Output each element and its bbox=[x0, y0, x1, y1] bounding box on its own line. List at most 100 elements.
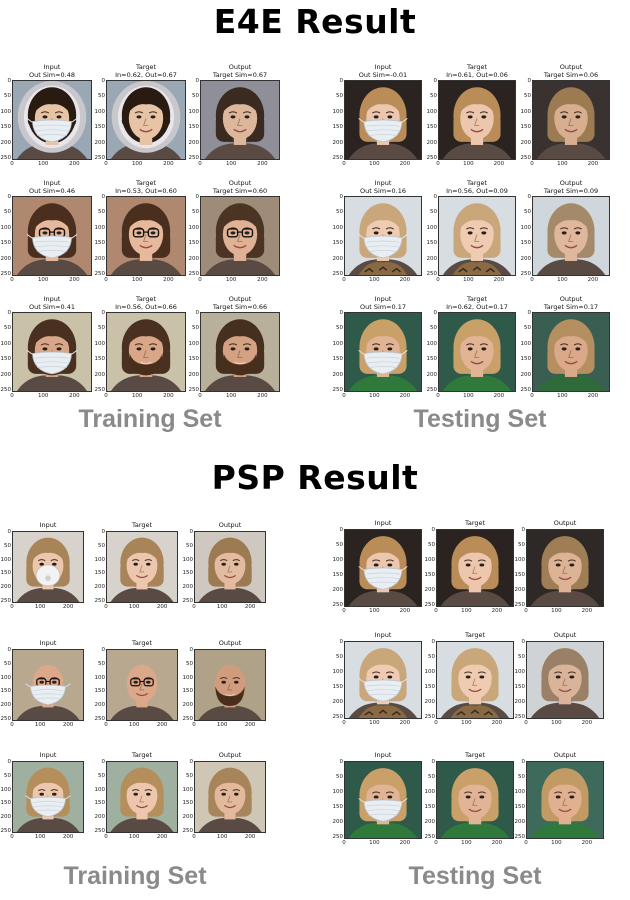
x-tick-label: 200 bbox=[69, 277, 80, 283]
panel-caption: Output bbox=[526, 751, 604, 760]
boy-masked-face bbox=[12, 761, 84, 833]
x-tick-label: 200 bbox=[581, 840, 593, 846]
y-tick-label: 150 bbox=[188, 356, 200, 363]
panel-bald-man-masked-face: Input 0 50 100 150 200 250 0 100 200 bbox=[1, 639, 84, 731]
x-tick-label: 200 bbox=[491, 608, 503, 614]
x-tick-label: 100 bbox=[369, 161, 380, 167]
x-tick-label: 100 bbox=[225, 393, 237, 399]
panel-caption: Input Out Sim=0.46 bbox=[12, 179, 92, 195]
y-tick-label: 0 bbox=[7, 647, 12, 653]
x-tick-label: 100 bbox=[131, 161, 143, 167]
bearded-man-masked-face bbox=[12, 312, 92, 392]
y-tick-label: 100 bbox=[426, 108, 438, 115]
y-tick-label: 150 bbox=[0, 356, 12, 363]
panel-caption-similarity: Target Sim=0.66 bbox=[212, 302, 268, 311]
child-masked-face bbox=[12, 80, 92, 160]
older-woman-output-face bbox=[532, 196, 610, 276]
y-tick-label: 100 bbox=[188, 340, 200, 347]
panel-caption: Input Out Sim=0.17 bbox=[344, 295, 422, 311]
y-tick-label: 100 bbox=[514, 669, 526, 675]
x-tick-label: 200 bbox=[163, 277, 174, 283]
y-tick-label: 50 bbox=[428, 654, 435, 660]
panel-caption: Output Target Sim=0.67 bbox=[200, 63, 280, 79]
x-tick-label: 100 bbox=[34, 604, 46, 610]
x-tick-label: 100 bbox=[463, 393, 474, 399]
y-tick-label: 250 bbox=[94, 716, 106, 722]
child-target-face bbox=[106, 80, 186, 160]
y-tick-label: 250 bbox=[426, 387, 438, 393]
panel-caption-role: Input bbox=[374, 631, 392, 639]
y-tick-label: 0 bbox=[189, 529, 194, 535]
y-tick-label: 200 bbox=[426, 139, 438, 146]
x-tick-label: 100 bbox=[369, 720, 380, 726]
panel-caption-similarity: Out Sim=0.46 bbox=[28, 186, 76, 195]
woman-glasses-masked-face bbox=[12, 196, 92, 276]
y-tick-label: 0 bbox=[527, 194, 532, 200]
y-tick-label: 200 bbox=[520, 371, 532, 378]
y-tick-label: 100 bbox=[188, 108, 200, 115]
panel-caption-similarity: Out Sim=-0.01 bbox=[358, 70, 408, 79]
y-tick-label: 100 bbox=[94, 556, 106, 563]
x-tick-label: 200 bbox=[491, 840, 503, 846]
panel-woman-glasses-target-face: Target In=0.53, Out=0.60 0 50 100 150 200 250 0 1… bbox=[95, 179, 186, 286]
panel-caption: Output Target Sim=0.09 bbox=[532, 179, 610, 195]
panel-caption-similarity: In=0.62, Out=0.67 bbox=[115, 70, 177, 79]
panel-caption-role: Output bbox=[553, 519, 577, 527]
y-tick-label: 250 bbox=[332, 387, 344, 393]
y-tick-label: 200 bbox=[182, 702, 194, 709]
y-tick-label: 150 bbox=[182, 570, 194, 577]
y-tick-label: 0 bbox=[339, 639, 344, 645]
bearded-man-output-face bbox=[200, 312, 280, 392]
y-tick-label: 150 bbox=[94, 800, 106, 807]
y-tick-label: 0 bbox=[101, 310, 106, 316]
y-tick-label: 200 bbox=[0, 814, 12, 821]
panel-caption: Output bbox=[194, 521, 266, 530]
x-tick-label: 0 bbox=[10, 722, 14, 728]
panel-child-output-face: Output Target Sim=0.67 0 50 100 150 200 250 0 100… bbox=[189, 63, 280, 170]
y-tick-label: 150 bbox=[94, 356, 106, 363]
y-tick-label: 100 bbox=[0, 786, 12, 793]
panel-caption-similarity: Target Sim=0.06 bbox=[543, 70, 599, 79]
psp-driver-masked-face bbox=[344, 761, 422, 839]
x-tick-label: 0 bbox=[104, 722, 108, 728]
y-tick-label: 100 bbox=[426, 340, 438, 347]
y-tick-label: 100 bbox=[0, 224, 12, 231]
panel-smiling-woman-output-face: Output 0 50 100 150 200 250 0 100 200 bbox=[183, 521, 266, 613]
x-tick-label: 0 bbox=[104, 834, 108, 840]
y-tick-label: 150 bbox=[424, 684, 436, 690]
x-tick-label: 200 bbox=[244, 834, 256, 840]
panel-caption-role: Output bbox=[218, 521, 242, 529]
panel-caption-role: Input bbox=[43, 63, 61, 71]
panel-caption-role: Output bbox=[228, 63, 252, 71]
e4e-result-title: E4E Result bbox=[213, 2, 417, 41]
y-tick-label: 0 bbox=[339, 194, 344, 200]
x-tick-label: 100 bbox=[369, 393, 380, 399]
y-tick-label: 0 bbox=[339, 759, 344, 765]
panel-caption: Target In=0.61, Out=0.06 bbox=[438, 63, 516, 79]
panel-caption-role: Input bbox=[374, 179, 392, 187]
y-tick-label: 50 bbox=[336, 93, 343, 100]
y-tick-label: 0 bbox=[189, 759, 194, 765]
y-tick-label: 0 bbox=[521, 527, 526, 533]
y-tick-label: 150 bbox=[332, 572, 344, 578]
y-tick-label: 100 bbox=[332, 669, 344, 675]
y-tick-label: 150 bbox=[94, 240, 106, 247]
panel-caption: Target In=0.62, Out=0.67 bbox=[106, 63, 186, 79]
x-tick-label: 100 bbox=[225, 161, 237, 167]
panel-caption-similarity: In=0.62, Out=0.17 bbox=[446, 302, 508, 311]
panel-psp-driver-output-face: Output 0 50 100 150 200 250 0 100 200 bbox=[515, 751, 604, 849]
y-tick-label: 0 bbox=[339, 527, 344, 533]
y-tick-label: 200 bbox=[0, 584, 12, 591]
y-tick-label: 50 bbox=[186, 772, 193, 779]
y-tick-label: 150 bbox=[426, 240, 438, 247]
x-tick-label: 200 bbox=[493, 393, 505, 399]
panel-caption-similarity: In=0.56, Out=0.09 bbox=[446, 186, 508, 195]
y-tick-label: 100 bbox=[0, 674, 12, 681]
x-tick-label: 100 bbox=[216, 834, 228, 840]
y-tick-label: 50 bbox=[4, 542, 11, 549]
x-tick-label: 0 bbox=[10, 277, 14, 283]
panel-older-woman-target-face: Target In=0.56, Out=0.09 0 50 100 150 200 250 0 1… bbox=[427, 179, 516, 286]
panel-caption: Output bbox=[526, 519, 604, 528]
y-tick-label: 50 bbox=[4, 772, 11, 779]
y-tick-label: 50 bbox=[336, 654, 343, 660]
